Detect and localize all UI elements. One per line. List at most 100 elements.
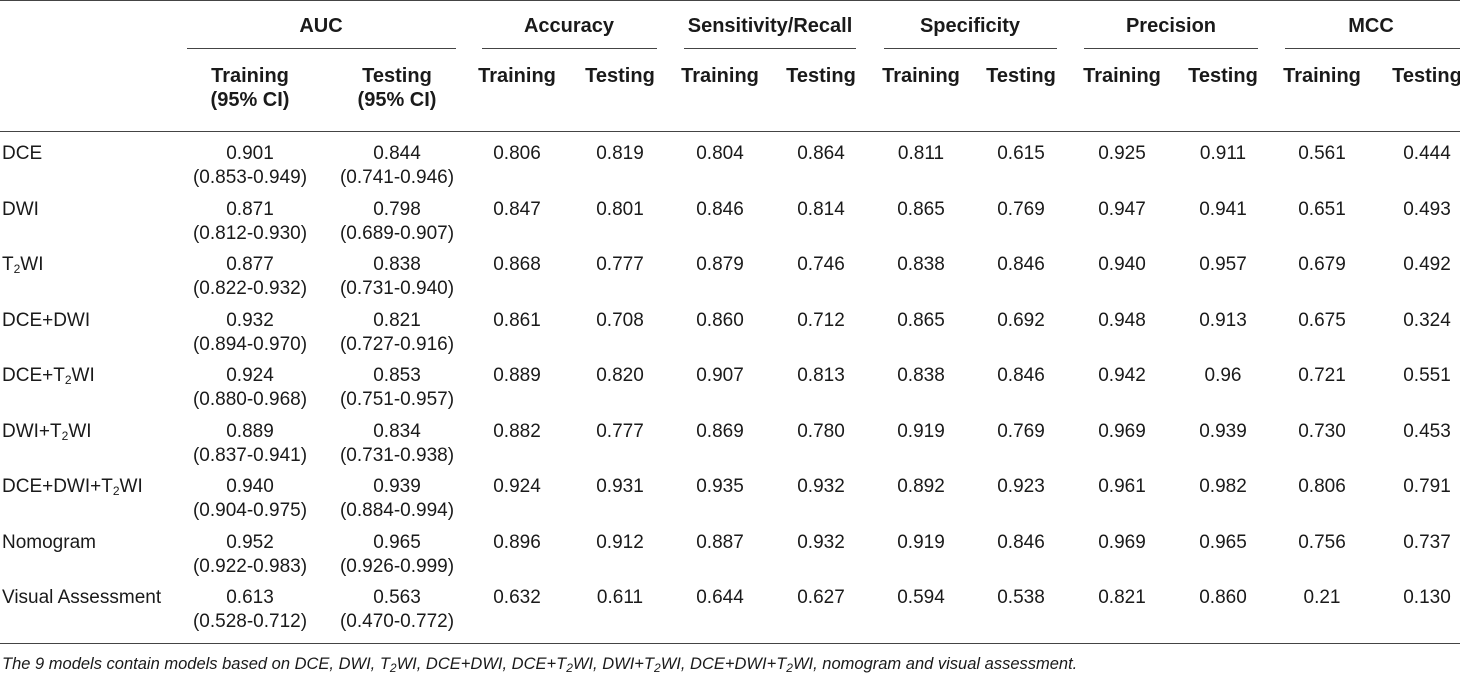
table-cell: 0.651 — [1298, 198, 1346, 220]
subheader-line: Testing — [362, 65, 432, 87]
table-cell: 0.924 — [226, 365, 274, 386]
row-label: DWI — [2, 198, 39, 220]
table-cell: 0.834 — [373, 420, 421, 442]
group-underline — [482, 48, 657, 49]
table-cell: 0.730 — [1298, 420, 1346, 442]
table-cell: 0.882 — [493, 420, 541, 442]
group-underline — [187, 48, 456, 49]
subheader-training: Training — [1083, 65, 1161, 87]
row-label: DCE+DWI — [2, 309, 91, 331]
table-cell: 0.838 — [897, 254, 945, 275]
table-cell: 0.493 — [1403, 198, 1451, 220]
subheader-testing: Testing (95% CI) — [327, 64, 467, 112]
subheader-training: Training — [1283, 65, 1361, 87]
table-cell: 0.939 — [373, 476, 421, 497]
table-cell: 0.846 — [997, 531, 1045, 553]
top-rule — [0, 0, 1460, 1]
table-cell-ci: (0.731-0.940) — [339, 278, 455, 299]
table-cell: 0.860 — [1199, 587, 1247, 608]
table-cell: 0.871 — [226, 198, 274, 220]
table-cell: 0.769 — [997, 198, 1045, 220]
table-cell: 0.948 — [1098, 309, 1146, 331]
table-cell: 0.821 — [373, 309, 421, 331]
subheader-testing: Testing — [1392, 65, 1460, 87]
table-cell: 0.769 — [997, 420, 1045, 442]
group-underline — [1285, 48, 1460, 49]
subheader-testing: Testing — [1188, 65, 1258, 87]
table-cell: 0.913 — [1199, 309, 1247, 331]
table-cell: 0.947 — [1098, 198, 1146, 220]
table-cell: 0.941 — [1199, 198, 1247, 220]
table-cell: 0.712 — [797, 309, 845, 331]
table-cell: 0.961 — [1098, 476, 1146, 497]
table-cell: 0.931 — [596, 476, 644, 497]
table-cell: 0.96 — [1204, 365, 1242, 386]
table-cell: 0.923 — [997, 476, 1045, 497]
table-cell-ci: (0.894-0.970) — [192, 333, 308, 355]
table-cell: 0.940 — [1098, 254, 1146, 275]
table-cell: 0.780 — [797, 420, 845, 442]
table-cell: 0.444 — [1403, 143, 1451, 164]
table-cell: 0.801 — [596, 198, 644, 220]
table-cell: 0.675 — [1298, 309, 1346, 331]
header-rule — [0, 131, 1460, 132]
group-header: MCC — [1348, 15, 1394, 37]
table-cell-ci: (0.884-0.994) — [339, 500, 455, 521]
group-underline — [884, 48, 1057, 49]
table-cell-ci: (0.853-0.949) — [192, 167, 308, 188]
group-header: Precision — [1125, 15, 1217, 37]
subheader-training: Training (95% CI) — [180, 64, 320, 112]
table-cell-ci: (0.741-0.946) — [339, 167, 455, 188]
table-cell: 0.561 — [1298, 143, 1346, 164]
table-cell: 0.798 — [373, 198, 421, 220]
table-cell: 0.746 — [797, 254, 845, 275]
row-label: T2WI — [2, 254, 44, 276]
table-cell-ci: (0.926-0.999) — [339, 555, 455, 577]
table-cell: 0.965 — [373, 531, 421, 553]
table-cell: 0.615 — [997, 143, 1045, 164]
subheader-training: Training — [882, 65, 960, 87]
table-cell: 0.892 — [897, 476, 945, 497]
table-cell: 0.907 — [696, 365, 744, 386]
subheader-line: Training — [211, 65, 289, 87]
table-cell: 0.932 — [797, 531, 845, 553]
table-cell-ci: (0.922-0.983) — [192, 555, 308, 577]
row-label: DCE+DWI+T2WI — [2, 476, 143, 498]
table-cell: 0.804 — [696, 143, 744, 164]
table-cell: 0.846 — [997, 254, 1045, 275]
table-cell: 0.844 — [373, 143, 421, 164]
table-cell: 0.846 — [696, 198, 744, 220]
table-cell: 0.679 — [1298, 254, 1346, 275]
table-cell: 0.919 — [897, 531, 945, 553]
table-cell: 0.896 — [493, 531, 541, 553]
table-cell-ci: (0.727-0.916) — [339, 333, 455, 355]
table-cell: 0.737 — [1403, 531, 1451, 553]
table-cell: 0.924 — [493, 476, 541, 497]
table-cell: 0.940 — [226, 476, 274, 497]
table-cell: 0.932 — [226, 309, 274, 331]
table-cell: 0.692 — [997, 309, 1045, 331]
table-cell: 0.821 — [1098, 587, 1146, 608]
subheader-testing: Testing — [585, 65, 655, 87]
row-label: Nomogram — [2, 531, 96, 553]
table-cell: 0.865 — [897, 309, 945, 331]
table-cell: 0.21 — [1303, 587, 1341, 608]
subheader-ci: (95% CI) — [357, 89, 437, 111]
table-cell: 0.877 — [226, 254, 274, 275]
table-cell: 0.813 — [797, 365, 845, 386]
table-cell: 0.879 — [696, 254, 744, 275]
table-cell: 0.969 — [1098, 531, 1146, 553]
table-cell: 0.889 — [493, 365, 541, 386]
table-cell: 0.708 — [596, 309, 644, 331]
table-cell: 0.538 — [997, 587, 1045, 608]
subheader-testing: Testing — [986, 65, 1056, 87]
table-cell-ci: (0.812-0.930) — [192, 222, 308, 244]
row-label: DWI+T2WI — [2, 420, 92, 443]
group-header: AUC — [299, 15, 343, 37]
table-cell: 0.847 — [493, 198, 541, 220]
table-cell-ci: (0.837-0.941) — [192, 444, 308, 466]
table-cell: 0.594 — [897, 587, 945, 608]
table-cell: 0.777 — [596, 254, 644, 275]
group-header: Accuracy — [523, 15, 615, 37]
table-cell: 0.887 — [696, 531, 744, 553]
